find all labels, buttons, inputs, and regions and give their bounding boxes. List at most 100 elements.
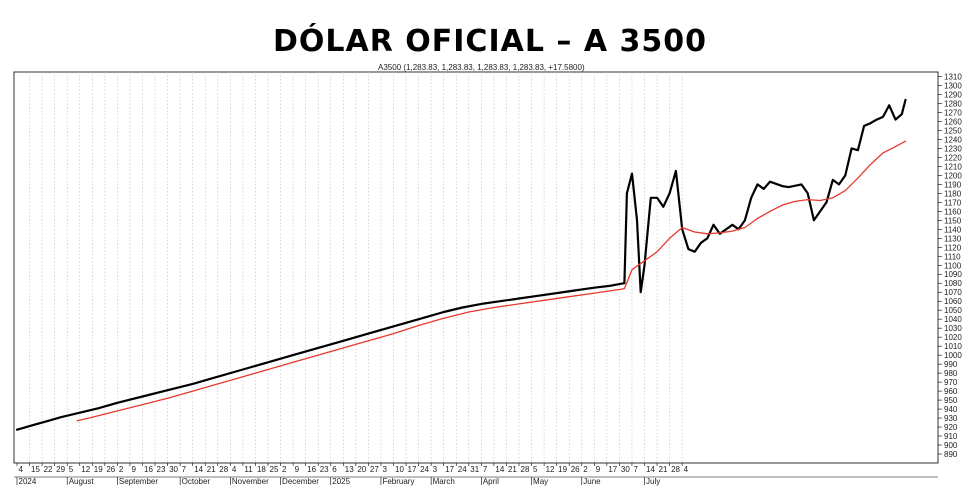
y-tick-label: 1260 (944, 117, 962, 126)
month-label: December (282, 477, 319, 486)
y-tick-label: 930 (944, 414, 958, 423)
x-tick-label: 5 (69, 465, 74, 474)
x-tick-label: 11 (244, 465, 253, 474)
x-tick-label: 14 (194, 465, 203, 474)
x-tick-label: 17 (408, 465, 417, 474)
x-tick-label: 9 (131, 465, 136, 474)
y-tick-label: 1060 (944, 297, 962, 306)
x-tick-label: 4 (19, 465, 24, 474)
y-tick-label: 1190 (944, 180, 962, 189)
y-tick-label: 1250 (944, 126, 962, 135)
y-tick-label: 1300 (944, 81, 962, 90)
x-tick-label: 21 (207, 465, 216, 474)
y-tick-label: 1040 (944, 315, 962, 324)
x-tick-label: 5 (533, 465, 538, 474)
y-tick-label: 1150 (944, 216, 962, 225)
x-tick-label: 7 (182, 465, 187, 474)
y-tick-label: 960 (944, 387, 958, 396)
month-label: November (232, 477, 269, 486)
y-tick-label: 970 (944, 378, 958, 387)
x-tick-label: 3 (433, 465, 438, 474)
legend-text: A3500 (1,283.83, 1,283.83, 1,283.83, 1,2… (378, 63, 585, 72)
x-tick-label: 21 (659, 465, 668, 474)
y-axis: 8909009109209309409509609709809901000101… (938, 72, 962, 459)
x-tick-label: 15 (31, 465, 40, 474)
x-tick-label: 28 (521, 465, 530, 474)
vertical-gridlines (29, 72, 683, 463)
x-tick-label: 24 (458, 465, 467, 474)
y-tick-label: 1130 (944, 234, 962, 243)
x-axis: 4 15 22 29 5 12 19 26 2 9 16 23 30 7 14 21 28 4 11 18 25 2 9 16… (14, 463, 938, 486)
y-tick-label: 1220 (944, 153, 962, 162)
month-label: February (382, 477, 414, 486)
y-tick-label: 990 (944, 360, 958, 369)
x-tick-label: 26 (571, 465, 580, 474)
x-tick-label: 17 (608, 465, 617, 474)
x-tick-label: 23 (157, 465, 166, 474)
y-tick-label: 980 (944, 369, 958, 378)
x-tick-label: 21 (508, 465, 517, 474)
x-tick-label: 25 (270, 465, 279, 474)
month-label: June (583, 477, 601, 486)
x-tick-label: 9 (295, 465, 300, 474)
y-tick-label: 1140 (944, 225, 962, 234)
x-tick-label: 7 (633, 465, 638, 474)
plot-frame (13, 71, 939, 464)
x-tick-label: 16 (144, 465, 153, 474)
x-tick-label: 23 (320, 465, 329, 474)
x-tick-label: 4 (684, 465, 689, 474)
x-tick-label: 19 (94, 465, 103, 474)
x-tick-label: 30 (169, 465, 178, 474)
x-tick-label: 17 (445, 465, 454, 474)
y-tick-label: 1010 (944, 342, 962, 351)
x-tick-label: 7 (483, 465, 488, 474)
y-tick-label: 890 (944, 450, 958, 459)
y-tick-label: 900 (944, 441, 958, 450)
x-tick-label: 2 (583, 465, 588, 474)
x-tick-label: 13 (345, 465, 354, 474)
y-tick-label: 1000 (944, 351, 962, 360)
y-tick-label: 1020 (944, 333, 962, 342)
month-label: 2024 (19, 477, 37, 486)
x-tick-label: 2 (282, 465, 287, 474)
x-tick-label: 14 (646, 465, 655, 474)
month-label: March (433, 477, 455, 486)
x-tick-label: 22 (44, 465, 53, 474)
y-tick-label: 1230 (944, 144, 962, 153)
y-tick-label: 1090 (944, 270, 962, 279)
x-tick-label: 19 (558, 465, 567, 474)
y-tick-label: 910 (944, 432, 958, 441)
month-label: April (483, 477, 499, 486)
x-tick-label: 18 (257, 465, 266, 474)
y-tick-label: 1180 (944, 189, 962, 198)
x-tick-label: 27 (370, 465, 379, 474)
y-tick-label: 950 (944, 396, 958, 405)
y-tick-label: 1240 (944, 135, 962, 144)
x-tick-label: 14 (495, 465, 504, 474)
chart-title: DÓLAR OFICIAL – A 3500 (272, 24, 707, 59)
y-tick-label: 1050 (944, 306, 962, 315)
y-tick-label: 1200 (944, 171, 962, 180)
x-tick-label: 12 (546, 465, 555, 474)
y-tick-label: 1160 (944, 207, 962, 216)
series-line-1 (76, 140, 907, 422)
y-tick-label: 1080 (944, 279, 962, 288)
month-label: August (69, 477, 95, 486)
y-tick-label: 1290 (944, 90, 962, 99)
series-group (15, 98, 907, 431)
month-label: September (119, 477, 158, 486)
x-tick-label: 9 (596, 465, 601, 474)
x-tick-label: 12 (81, 465, 90, 474)
x-tick-label: 31 (470, 465, 479, 474)
x-tick-label: 30 (621, 465, 630, 474)
x-tick-label: 28 (219, 465, 228, 474)
y-tick-label: 1070 (944, 288, 962, 297)
series-line-0 (15, 98, 907, 431)
month-label: May (533, 477, 548, 486)
y-tick-label: 1280 (944, 99, 962, 108)
y-tick-label: 920 (944, 423, 958, 432)
x-tick-label: 4 (232, 465, 237, 474)
x-tick-label: 29 (56, 465, 65, 474)
x-tick-label: 6 (332, 465, 337, 474)
